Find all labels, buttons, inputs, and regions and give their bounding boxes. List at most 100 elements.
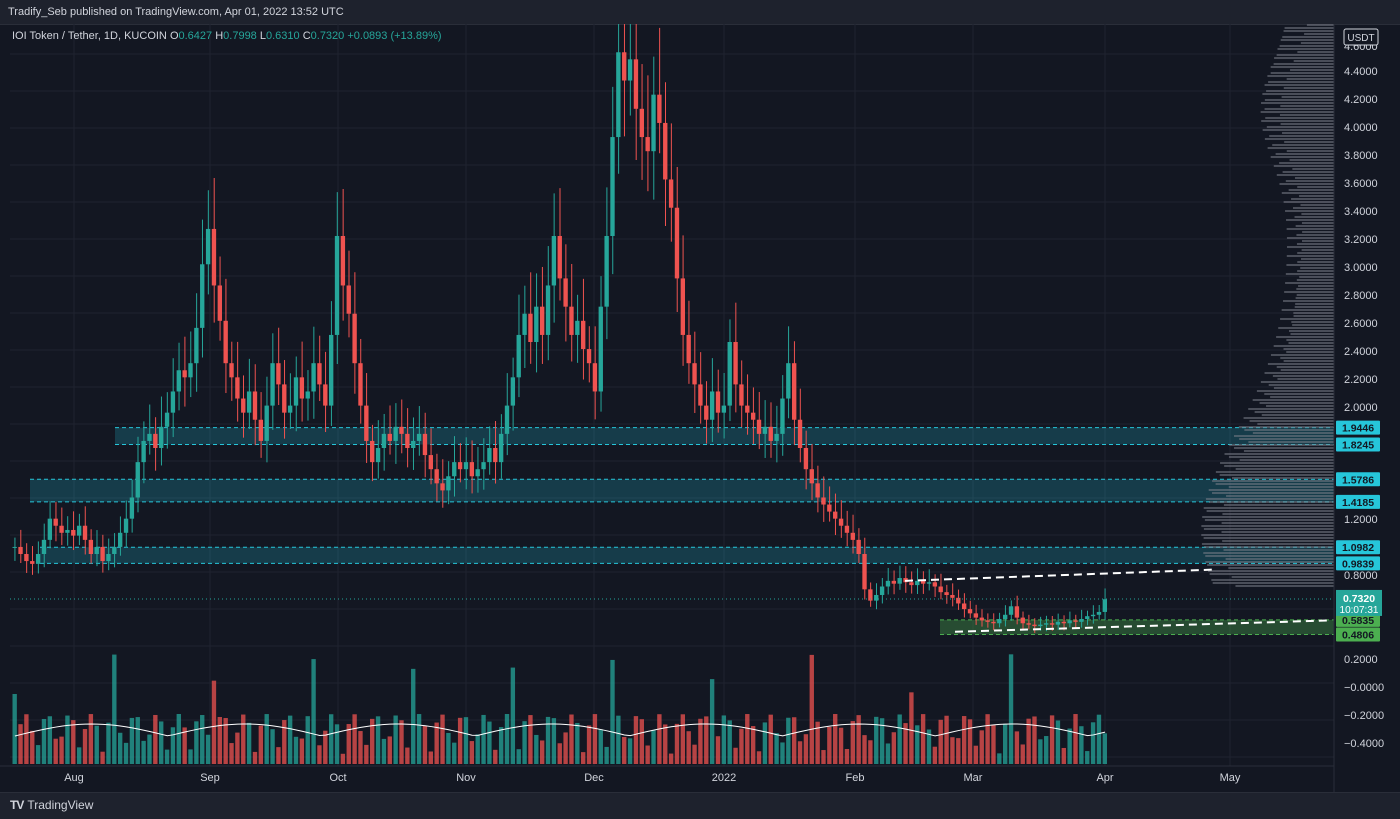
profile-bar	[1295, 303, 1334, 305]
volume-bar	[891, 732, 897, 764]
candle-body	[510, 377, 516, 406]
volume-bar	[82, 729, 88, 764]
publish-header: Tradify_Seb published on TradingView.com…	[0, 0, 1400, 25]
candle-body	[985, 620, 990, 622]
profile-bar	[1274, 57, 1334, 59]
candle-body	[915, 580, 920, 586]
volume-bar	[457, 717, 463, 764]
candle-body	[346, 285, 351, 314]
volume-bar	[803, 734, 809, 764]
profile-bar	[1222, 540, 1334, 542]
volume-bar	[797, 741, 803, 764]
candle-body	[868, 589, 873, 601]
price-chart[interactable]: 4.60004.40004.20004.00003.80003.60003.40…	[0, 24, 1400, 792]
candle-body	[1038, 624, 1043, 627]
candle-body	[282, 384, 287, 413]
candle-body	[1085, 616, 1090, 620]
candle-body	[944, 592, 949, 595]
candle-body	[12, 546, 17, 548]
volume-bar	[411, 668, 416, 764]
profile-bar	[1285, 282, 1334, 284]
candle-body	[932, 582, 938, 587]
profile-bar	[1212, 480, 1334, 482]
candle-body	[756, 419, 762, 434]
profile-bar	[1284, 141, 1334, 143]
profile-bar	[1290, 333, 1334, 335]
candle-body	[809, 469, 814, 484]
profile-bar	[1206, 510, 1334, 512]
volume-bar	[534, 734, 539, 764]
candle-body	[82, 525, 88, 540]
volume-bar	[510, 667, 516, 764]
candle-body	[674, 207, 680, 279]
profile-bar	[1205, 555, 1334, 557]
volume-bar	[827, 726, 832, 764]
profile-bar	[1260, 381, 1334, 383]
volume-bar	[733, 747, 738, 764]
profile-bar	[1276, 54, 1334, 56]
volume-bar	[604, 746, 609, 764]
profile-bar	[1283, 30, 1334, 32]
profile-bar	[1296, 288, 1334, 290]
volume-bar	[211, 680, 217, 764]
volume-bar	[745, 714, 750, 764]
volume-bar	[967, 719, 973, 764]
volume-bar	[370, 718, 375, 764]
candle-body	[416, 433, 422, 441]
volume-bar	[563, 732, 568, 764]
volume-bar	[932, 746, 938, 764]
candle-body	[991, 621, 996, 624]
profile-bar	[1270, 66, 1334, 68]
volume-bar	[1038, 739, 1043, 764]
profile-bar	[1297, 186, 1334, 188]
candle-body	[76, 525, 82, 536]
volume-bar	[147, 734, 152, 764]
volume-bar	[1102, 733, 1107, 764]
price-label: 0.5835	[1336, 612, 1380, 627]
candle-body	[106, 554, 111, 562]
candle-body	[698, 384, 703, 406]
profile-bar	[1281, 192, 1334, 194]
volume-bar	[375, 716, 381, 764]
volume-bar	[997, 753, 1002, 764]
candle-body	[545, 285, 551, 335]
candle-body	[88, 539, 94, 554]
candle-body	[1049, 623, 1055, 625]
profile-bar	[1296, 243, 1334, 245]
volume-bar	[622, 737, 627, 764]
candle-body	[633, 59, 639, 109]
candle-body	[18, 546, 23, 554]
tradingview-brand[interactable]: TV TradingView	[10, 798, 93, 812]
volume-bar	[487, 721, 492, 764]
candle-body	[141, 440, 146, 463]
candle-body	[686, 334, 691, 364]
zone-box	[40, 547, 1334, 564]
profile-bar	[1228, 486, 1334, 488]
volume-bar	[1008, 654, 1014, 764]
y-tick-label: 2.0000	[1344, 402, 1378, 414]
volume-bar	[59, 736, 64, 764]
candle-body	[364, 405, 369, 441]
volume-bar	[405, 747, 410, 764]
profile-bar	[1288, 330, 1334, 332]
profile-bar	[1293, 60, 1334, 62]
volume-bar	[241, 714, 246, 764]
volume-bar	[1085, 751, 1090, 764]
volume-bar	[352, 714, 357, 764]
x-tick-label: Mar	[964, 772, 983, 784]
volume-bar	[498, 727, 504, 764]
volume-bar	[956, 738, 961, 764]
volume-bar	[645, 745, 650, 764]
candle-body	[821, 497, 826, 505]
volume-bar	[985, 714, 990, 764]
volume-bar	[71, 720, 76, 764]
profile-bar	[1273, 387, 1334, 389]
candle-body	[862, 554, 867, 590]
candle-body	[59, 525, 64, 533]
volume-bar	[750, 726, 756, 764]
volume-bar	[545, 716, 551, 764]
candle-body	[891, 580, 897, 584]
profile-bar	[1283, 300, 1334, 302]
profile-bar	[1261, 414, 1334, 416]
x-tick-label: Apr	[1096, 772, 1113, 784]
